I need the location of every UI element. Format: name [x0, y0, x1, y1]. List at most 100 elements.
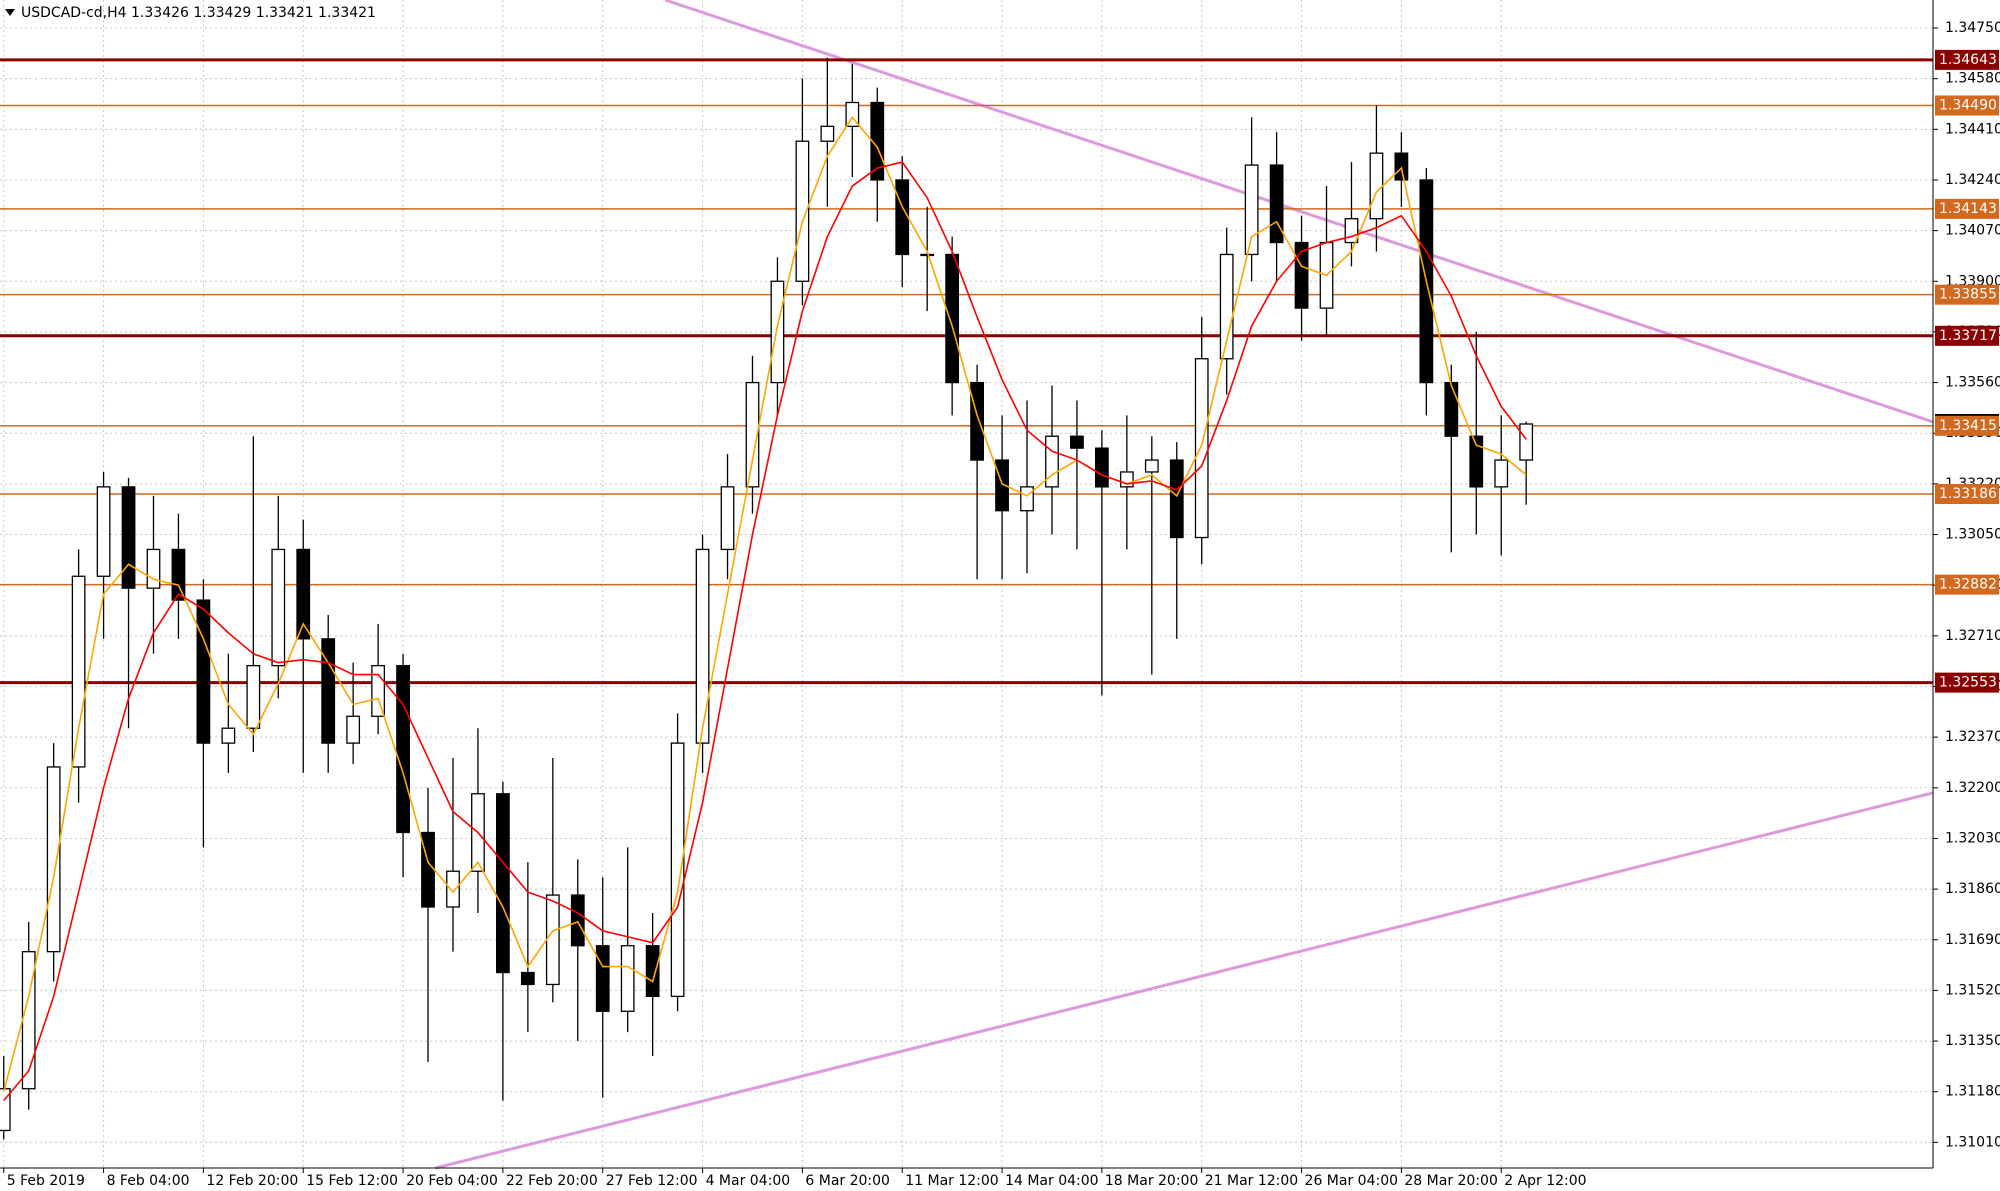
candle-body	[396, 664, 410, 834]
candle-body	[1070, 435, 1084, 449]
candle-body	[1095, 447, 1109, 488]
x-tick-label: 5 Feb 2019	[7, 1173, 85, 1189]
level-label: 1.34490	[1939, 97, 1997, 113]
candle-body	[895, 179, 910, 256]
x-tick-label: 14 Mar 04:00	[1005, 1173, 1098, 1189]
level-label-box	[1935, 49, 1999, 70]
candle-body	[1169, 459, 1184, 539]
x-tick-label: 11 Mar 12:00	[905, 1173, 998, 1189]
candle-body	[670, 742, 685, 998]
level-label-box	[1935, 325, 1999, 346]
y-tick-label: 1.31350	[1945, 1033, 2000, 1049]
x-tick-label: 20 Feb 04:00	[406, 1173, 498, 1189]
y-tick-label: 1.32710	[1945, 628, 2000, 644]
level-label-box	[1935, 672, 1999, 693]
candle-body	[1194, 358, 1209, 539]
candle-body	[1444, 381, 1459, 437]
candle-body	[146, 548, 161, 589]
y-tick-label: 1.33050	[1945, 527, 2000, 543]
candle-body	[96, 486, 111, 577]
x-tick-label: 18 Mar 20:00	[1105, 1173, 1198, 1189]
x-tick-label: 28 Mar 20:00	[1404, 1173, 1497, 1189]
candle-body	[371, 664, 386, 717]
x-tick-label: 27 Feb 12:00	[606, 1173, 698, 1189]
candle-body	[1394, 152, 1409, 181]
candle-body	[595, 945, 610, 1012]
y-tick-label: 1.34580	[1945, 71, 2000, 87]
chart-title: USDCAD-cd,H4 1.33426 1.33429 1.33421 1.3…	[21, 5, 376, 21]
grid-layer	[0, 0, 1933, 1168]
y-tick-label: 1.32200	[1945, 780, 2000, 796]
level-label: 1.33186	[1939, 486, 1997, 502]
candle-body	[346, 715, 361, 744]
y-tick-label: 1.34750	[1945, 20, 2000, 36]
level-label-box	[1935, 95, 1999, 116]
candle-body	[1494, 459, 1509, 488]
candle-body	[446, 870, 460, 908]
moving-average	[3, 161, 1527, 1102]
x-tick-label: 21 Mar 12:00	[1205, 1173, 1298, 1189]
x-tick-label: 12 Feb 20:00	[206, 1173, 298, 1189]
y-tick-label: 1.34410	[1945, 121, 2000, 137]
candle-body	[1294, 241, 1309, 309]
candle-body	[745, 381, 760, 488]
candle-body	[296, 548, 311, 640]
level-label: 1.32882	[1939, 577, 1997, 593]
x-tick-label: 26 Mar 04:00	[1305, 1173, 1398, 1189]
trendline	[435, 791, 1934, 1170]
candle-body	[1244, 164, 1259, 256]
candle-body	[421, 831, 435, 908]
candle-body	[920, 253, 935, 257]
y-tick-label: 1.34070	[1945, 223, 2000, 239]
candle-body	[870, 101, 885, 181]
candle-body	[46, 766, 61, 953]
candle-body	[196, 599, 211, 744]
level-label: 1.34143	[1939, 201, 1997, 217]
candle-body	[820, 125, 835, 142]
candle-body	[570, 894, 585, 947]
candle-body	[970, 381, 984, 461]
candle-body	[246, 664, 261, 729]
moving-average	[2, 116, 1527, 1092]
level-label: 1.33717	[1939, 328, 1997, 344]
level-label-box	[1935, 284, 1999, 305]
candle-body	[1219, 253, 1234, 360]
x-tick-label: 8 Feb 04:00	[107, 1173, 190, 1189]
candle-body	[945, 253, 960, 384]
ma-layer	[2, 116, 1527, 1102]
x-tick-label: 2 Apr 12:00	[1504, 1173, 1586, 1189]
y-tick-label: 1.31520	[1945, 982, 2000, 998]
level-label-box	[1935, 484, 1999, 505]
candle-body	[995, 459, 1009, 512]
candle-body	[1519, 423, 1534, 461]
level-label-box	[1935, 574, 1999, 595]
y-tick-label: 1.31690	[1945, 932, 2000, 948]
candle-body	[645, 945, 660, 998]
level-label-box	[1935, 415, 1999, 436]
candle-body	[795, 140, 810, 282]
candle-body	[1369, 152, 1384, 220]
y-tick-label: 1.33560	[1945, 375, 2000, 391]
candle-body	[496, 793, 510, 974]
candle-body	[171, 548, 186, 601]
y-tick-label: 1.34240	[1945, 172, 2000, 188]
level-layer	[0, 0, 1934, 1170]
candle-body	[121, 486, 136, 589]
candle-body	[770, 280, 785, 384]
trendline	[664, 0, 1934, 424]
candle-body	[1344, 218, 1359, 244]
y-tick-label: 1.31860	[1945, 881, 2000, 897]
candle-body	[720, 486, 735, 551]
x-tick-label: 22 Feb 20:00	[506, 1173, 598, 1189]
candle-body	[1144, 459, 1159, 473]
x-tick-label: 4 Mar 04:00	[706, 1173, 791, 1189]
level-label: 1.32553	[1939, 675, 1997, 691]
x-tick-label: 15 Feb 12:00	[306, 1173, 398, 1189]
level-label: 1.34643	[1939, 52, 1997, 68]
candle-body	[520, 971, 535, 986]
candle-layer	[0, 57, 1534, 1140]
candle-body	[545, 894, 560, 986]
level-label: 1.33415	[1939, 418, 1997, 434]
